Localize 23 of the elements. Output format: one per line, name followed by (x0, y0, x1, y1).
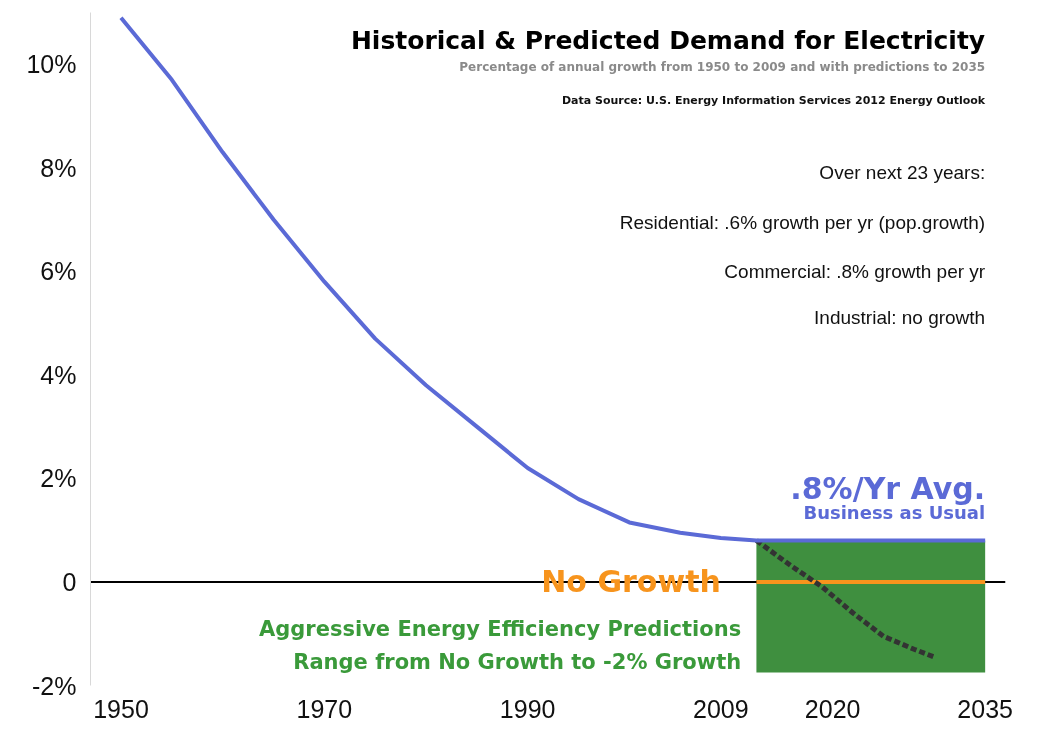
y-tick-label: 2% (40, 464, 77, 493)
y-tick-label: 4% (40, 360, 77, 389)
y-tick-label: 0 (62, 567, 77, 596)
y-tick-label: 6% (40, 257, 77, 286)
annotation: Aggressive Energy Efficiency Predictions (259, 616, 742, 641)
annotation: Data Source: U.S. Energy Information Services 2012 Energy Outlook (561, 94, 986, 108)
annotation: Industrial: no growth (814, 307, 986, 329)
annotation: Commercial: .8% growth per yr (724, 260, 986, 282)
text: Historical & Predicted Demand for Electricity (350, 26, 986, 56)
x-tick-label: 2035 (957, 694, 1013, 723)
x-tick-label: 1950 (93, 694, 149, 723)
y-tick-label: 8% (40, 153, 77, 182)
x-tick-label: 1970 (296, 694, 353, 723)
annotation: Residential: .6% growth per yr (pop.growth) (619, 211, 986, 233)
text: Percentage of annual growth from 1950 to 2009 and with predictions to 2035 (459, 59, 986, 74)
line-series (119, 15, 988, 543)
x-tick-label: 2020 (804, 694, 861, 723)
y-tick-label: 10% (26, 50, 77, 79)
y-tick-label: -2% (32, 671, 77, 700)
annotation: Range from No Growth to -2% Growth (293, 650, 742, 675)
x-tick-label: 2009 (693, 694, 749, 723)
x-tick-label: 1990 (499, 694, 556, 723)
annotation: Over next 23 years: (819, 162, 986, 184)
